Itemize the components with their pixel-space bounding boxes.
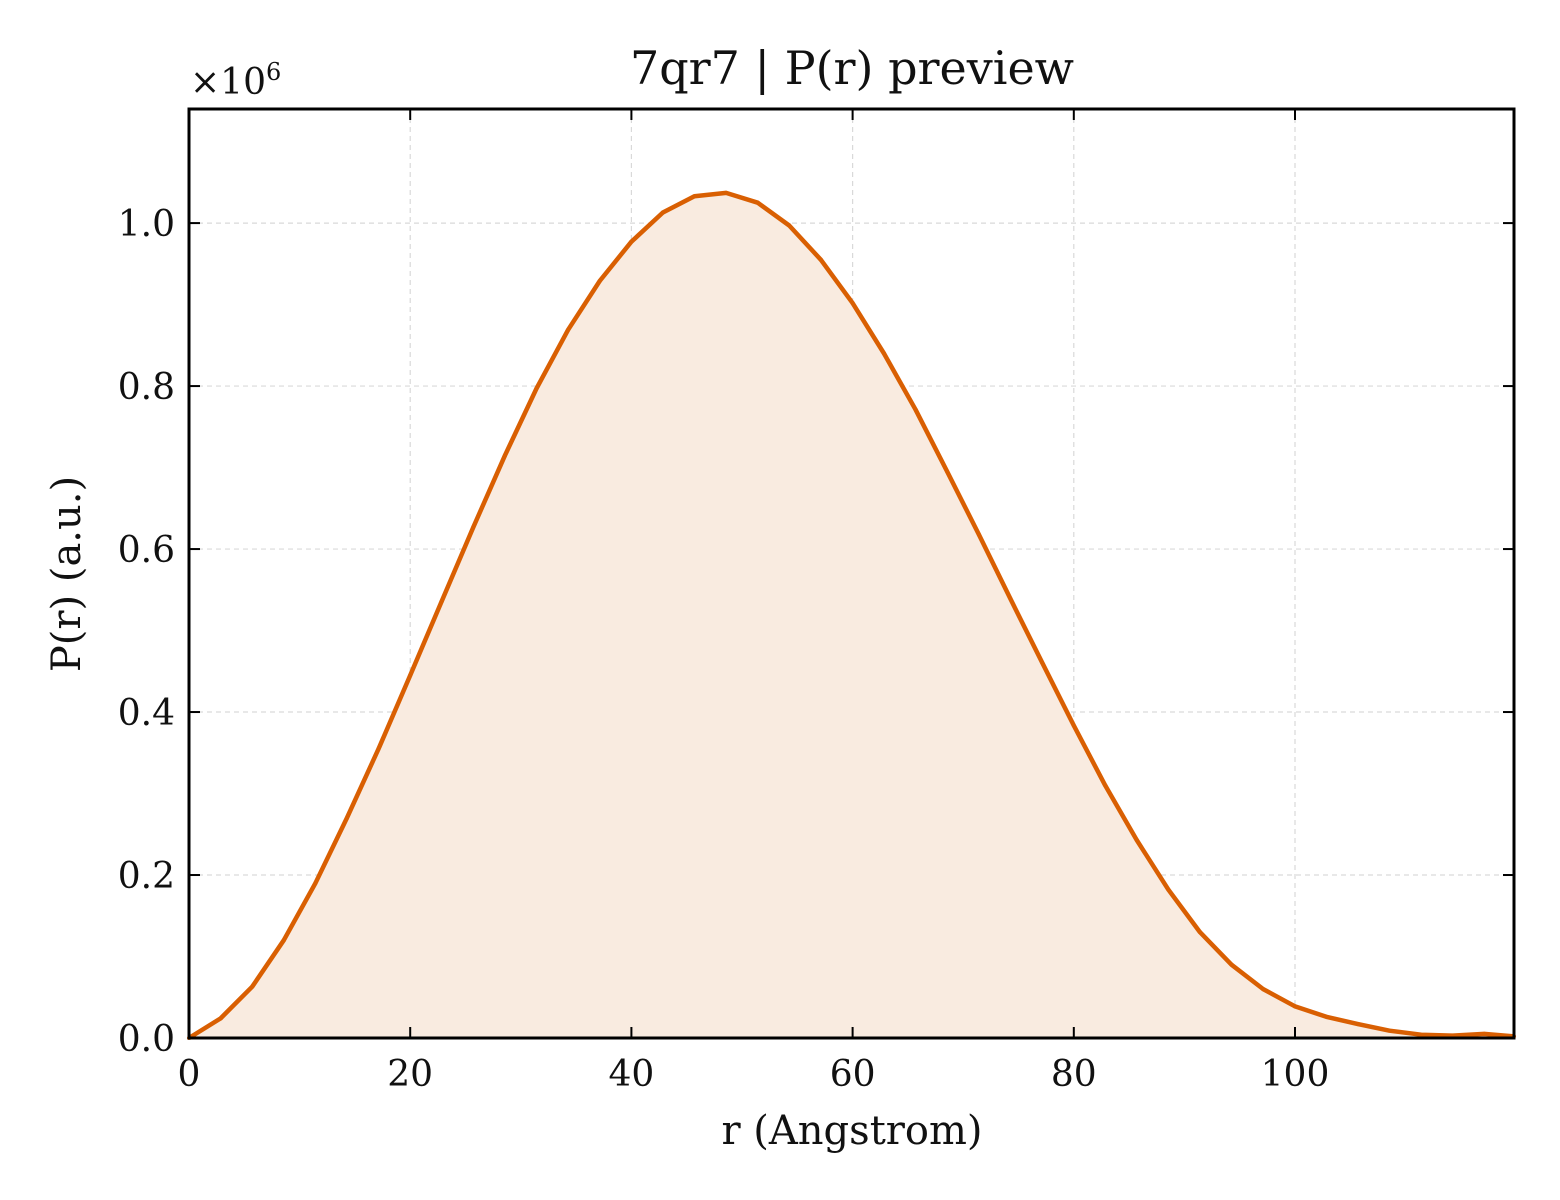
data-point	[629, 239, 634, 244]
y-tick-label: 0.8	[118, 367, 175, 408]
data-point	[1419, 1032, 1424, 1037]
y-tick-label: 0.4	[118, 693, 175, 734]
data-point	[1103, 783, 1108, 788]
y-multiplier-base: ×10	[190, 62, 266, 103]
data-point	[408, 673, 413, 678]
x-tick-label: 20	[387, 1054, 433, 1095]
data-point	[1355, 1022, 1360, 1027]
data-point	[566, 327, 571, 332]
x-tick-label: 80	[1051, 1054, 1097, 1095]
data-point	[1039, 660, 1044, 665]
chart-title: 7qr7 | P(r) preview	[630, 41, 1074, 95]
data-point	[976, 532, 981, 537]
x-axis-label: r (Angstrom)	[721, 1108, 982, 1154]
data-point	[1197, 930, 1202, 935]
y-tick-label: 1.0	[118, 204, 175, 245]
data-point	[787, 223, 792, 228]
data-point	[281, 938, 286, 943]
data-point	[1387, 1028, 1392, 1033]
data-point	[218, 1016, 223, 1021]
data-point	[660, 210, 665, 215]
axis-ticks: 0 20 40 60 80 100 0.0 0.2 0.4 0.6 0.8 1.0	[118, 109, 1514, 1095]
y-tick-label: 0.0	[118, 1019, 175, 1060]
data-point	[1166, 887, 1171, 892]
plot-frame	[187, 107, 1516, 1040]
data-point	[1134, 837, 1139, 842]
data-point	[945, 469, 950, 474]
data-point	[250, 984, 255, 989]
data-point	[692, 194, 697, 199]
x-tick-label: 100	[1261, 1054, 1330, 1095]
data-point	[724, 190, 729, 195]
series-area-fill	[189, 192, 1514, 1038]
data-point	[1229, 962, 1234, 967]
x-tick-label: 60	[830, 1054, 876, 1095]
y-tick-label: 0.6	[118, 530, 175, 571]
data-point	[1482, 1031, 1487, 1036]
data-point	[882, 351, 887, 356]
data-point	[913, 407, 918, 412]
data-point	[439, 599, 444, 604]
data-point	[344, 815, 349, 820]
data-point	[376, 746, 381, 751]
data-point	[597, 278, 602, 283]
data-point	[534, 386, 539, 391]
data-point	[1261, 987, 1266, 992]
y-axis-label: P(r) (a.u.)	[44, 476, 90, 672]
svg-text:×106: ×106	[190, 58, 281, 103]
data-point	[755, 200, 760, 205]
x-tick-label: 0	[178, 1054, 201, 1095]
data-point	[818, 257, 823, 262]
x-tick-label: 40	[608, 1054, 654, 1095]
series-points	[187, 190, 1516, 1040]
data-point	[313, 881, 318, 886]
y-tick-label: 0.2	[118, 856, 175, 897]
y-multiplier: ×106	[190, 58, 281, 103]
data-point	[471, 525, 476, 530]
y-multiplier-exponent: 6	[266, 58, 281, 86]
data-point	[1292, 1004, 1297, 1009]
data-point	[1071, 723, 1076, 728]
data-point	[1324, 1014, 1329, 1019]
data-point	[502, 453, 507, 458]
data-point	[1008, 596, 1013, 601]
data-point	[850, 300, 855, 305]
